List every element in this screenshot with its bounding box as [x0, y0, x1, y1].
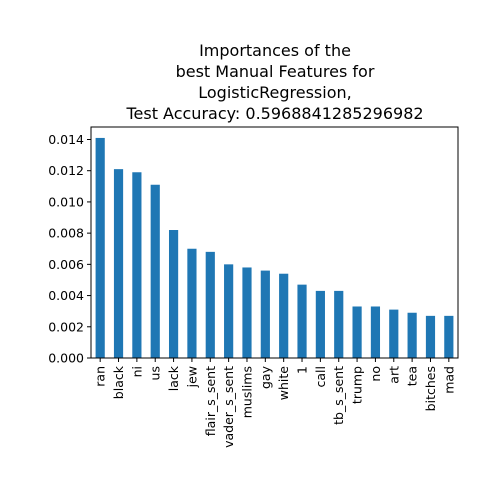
- y-tick-label: 0.014: [48, 132, 84, 147]
- x-tick-label-lack: lack: [166, 365, 181, 391]
- x-tick-label-no: no: [368, 366, 383, 382]
- x-tick-label-tea: tea: [405, 366, 420, 386]
- bars-group: [95, 137, 454, 358]
- bar-art: [389, 309, 399, 358]
- chart-title-line-3: LogisticRegression,: [198, 83, 351, 102]
- x-tick-label-call: call: [313, 366, 328, 387]
- plot-frame: [90, 126, 459, 359]
- bar-white: [279, 273, 289, 358]
- bar-bitches: [425, 315, 436, 358]
- bar-tb_s_sent: [334, 290, 344, 358]
- x-tick-label-mad: mad: [441, 366, 456, 394]
- chart-title-line-4: Test Accuracy: 0.5968841285296982: [125, 104, 423, 123]
- bar-no: [370, 306, 381, 358]
- x-tick-label-1: 1: [295, 366, 310, 374]
- bar-gay: [260, 270, 270, 358]
- bar-call: [315, 290, 325, 358]
- y-tick-label: 0.012: [48, 163, 84, 178]
- y-tick-label: 0.006: [48, 257, 84, 272]
- bar-jew: [187, 248, 197, 358]
- bar-ni: [132, 172, 142, 358]
- bar-trump: [352, 306, 362, 358]
- x-axis: ran black ni us lack jew flair_s_sent vader_s_s…: [93, 358, 456, 448]
- y-tick-label: 0.004: [48, 288, 84, 303]
- bar-us: [150, 184, 160, 358]
- bar-black: [113, 169, 124, 358]
- bar-mad: [444, 315, 454, 358]
- x-tick-label-jew: jew: [184, 366, 199, 388]
- x-tick-label-muslims: muslims: [239, 366, 254, 418]
- x-tick-label-gay: gay: [258, 365, 273, 389]
- x-tick-label-flair_s_sent: flair_s_sent: [203, 366, 218, 436]
- x-tick-label-ni: ni: [129, 366, 144, 377]
- chart-title: Importances of the best Manual Features …: [125, 41, 423, 123]
- chart-title-line-2: best Manual Features for: [176, 62, 375, 81]
- x-tick-label-vader_s_sent: vader_s_sent: [221, 366, 236, 448]
- x-tick-label-art: art: [386, 366, 401, 384]
- y-tick-label: 0.000: [48, 351, 84, 366]
- x-tick-label-trump: trump: [350, 366, 365, 404]
- bar-tea: [407, 312, 417, 358]
- x-tick-label-tb_s_sent: tb_s_sent: [331, 366, 346, 425]
- x-tick-label-ran: ran: [93, 366, 108, 387]
- y-tick-label: 0.008: [48, 226, 84, 241]
- bar-muslims: [242, 267, 252, 358]
- x-tick-label-black: black: [111, 365, 126, 399]
- y-tick-label: 0.002: [48, 319, 84, 334]
- x-tick-label-white: white: [276, 366, 291, 401]
- y-axis: 0.000 0.002 0.004 0.006 0.008 0.010 0.012 0.014: [48, 132, 91, 366]
- bar-ran: [95, 137, 105, 358]
- x-tick-label-bitches: bitches: [423, 366, 438, 411]
- x-tick-label-us: us: [148, 366, 163, 380]
- bar-lack: [168, 230, 179, 358]
- bar-flair_s_sent: [205, 251, 215, 358]
- y-tick-label: 0.010: [48, 194, 84, 209]
- chart-title-line-1: Importances of the: [199, 41, 351, 60]
- bar-1: [297, 284, 307, 358]
- bar-vader_s_sent: [224, 264, 234, 358]
